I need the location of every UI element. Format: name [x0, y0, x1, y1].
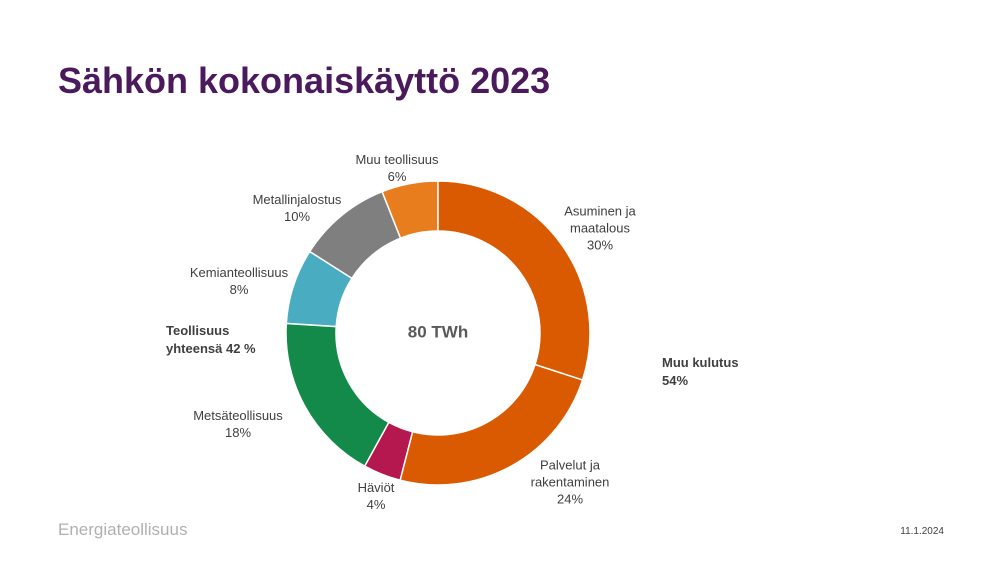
annotation: Teollisuus yhteensä 42 % [166, 323, 256, 356]
value-label: 18% [224, 425, 252, 440]
slice-label: Muu teollisuus 6% [337, 151, 457, 185]
slice [399, 363, 584, 486]
category-label: Metallinjalostus [252, 192, 342, 207]
slice-label: Asuminen ja maatalous 30% [555, 203, 645, 254]
slice-label: Häviöt 4% [336, 479, 416, 513]
chart-title: Sähkön kokonaiskäyttö 2023 [58, 60, 551, 101]
date: 11.1.2024 [900, 526, 944, 537]
category-label: Asuminen ja maatalous [564, 203, 636, 236]
category-label: Palvelut ja rakentaminen [530, 457, 610, 490]
value-label: 4% [366, 497, 386, 512]
slice-label: Palvelut ja rakentaminen 24% [520, 457, 620, 508]
slice-label: Metsäteollisuus 18% [178, 407, 298, 441]
value-label: 10% [283, 209, 311, 224]
value-label: 24% [556, 491, 584, 507]
category-label: Kemianteollisuus [189, 265, 289, 280]
annotation: Muu kulutus 54% [662, 355, 739, 388]
center-label: 80 TWh [408, 322, 468, 341]
slice-label: Metallinjalostus 10% [237, 191, 357, 225]
value-label: 30% [586, 237, 614, 253]
category-label: Muu teollisuus [355, 152, 439, 167]
slice [363, 421, 414, 482]
slice [437, 180, 591, 381]
category-label: Häviöt [357, 480, 395, 495]
value-label: 6% [387, 169, 407, 184]
slice [308, 190, 402, 280]
slice [285, 322, 390, 468]
category-label: Metsäteollisuus [193, 408, 283, 423]
slice [285, 250, 353, 328]
value-label: 8% [229, 282, 249, 297]
brand: Energiateollisuus [58, 520, 188, 539]
slice-label: Kemianteollisuus 8% [179, 264, 299, 298]
